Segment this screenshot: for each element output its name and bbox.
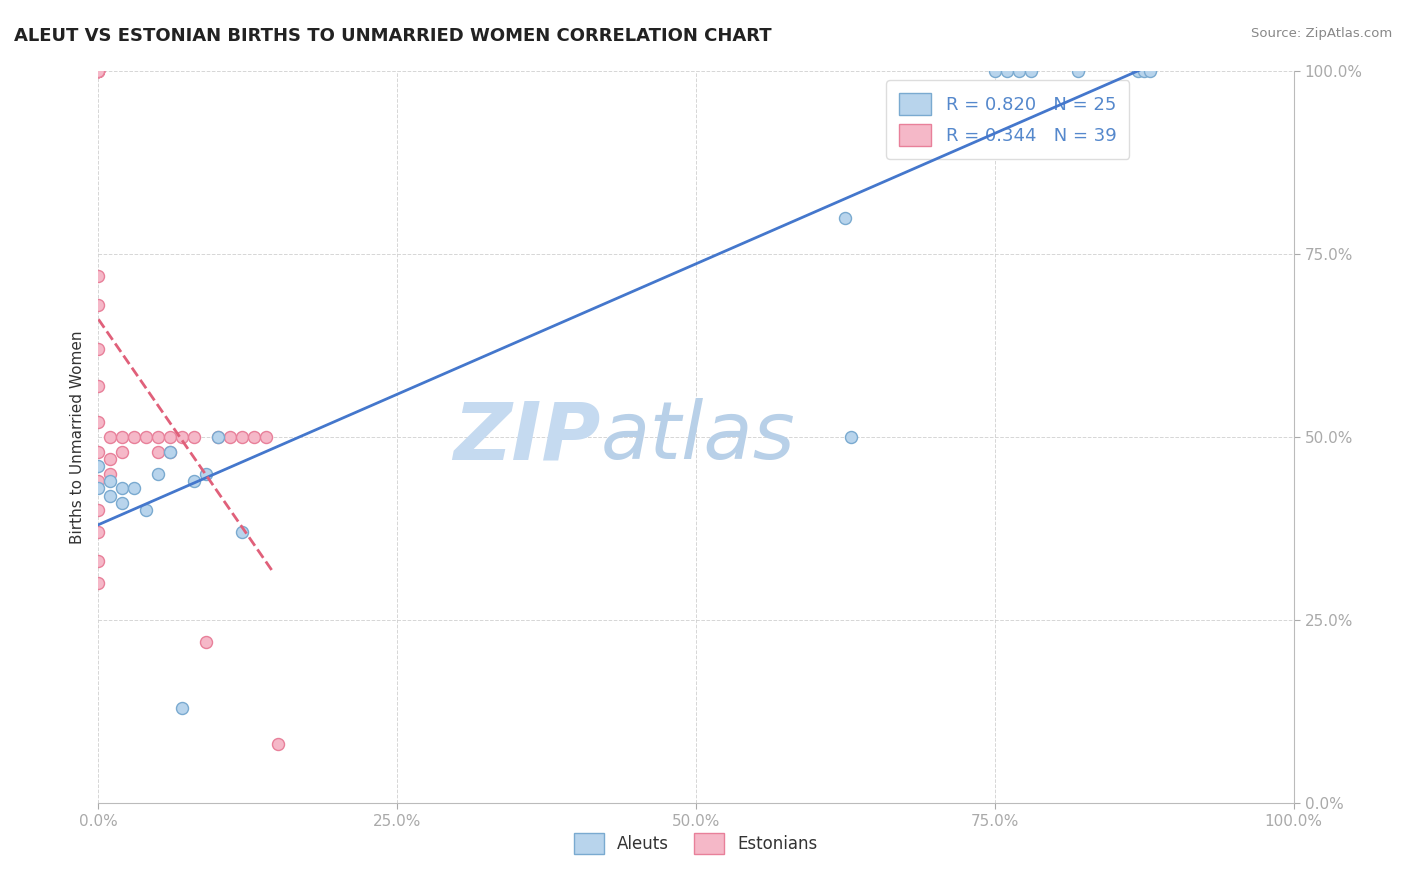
Estonians	[111, 444, 134, 458]
Aleuts	[231, 525, 253, 540]
Aleuts	[135, 503, 157, 517]
Estonians	[87, 64, 110, 78]
Estonians	[159, 430, 181, 444]
Estonians	[87, 576, 110, 591]
Aleuts	[87, 481, 110, 495]
Aleuts	[148, 467, 170, 481]
Estonians	[87, 64, 110, 78]
Estonians	[124, 430, 146, 444]
Estonians	[98, 467, 122, 481]
Text: ZIP: ZIP	[453, 398, 600, 476]
Estonians	[87, 554, 110, 568]
Aleuts	[834, 211, 856, 225]
Aleuts	[1139, 64, 1161, 78]
Aleuts	[1019, 64, 1042, 78]
Estonians	[87, 64, 110, 78]
Estonians	[243, 430, 266, 444]
Estonians	[267, 737, 290, 751]
Estonians	[148, 430, 170, 444]
Estonians	[87, 503, 110, 517]
Estonians	[87, 64, 110, 78]
Aleuts	[1133, 64, 1156, 78]
Aleuts	[841, 430, 863, 444]
Estonians	[87, 343, 110, 357]
Aleuts	[1067, 64, 1090, 78]
Aleuts	[98, 489, 122, 503]
Estonians	[87, 64, 110, 78]
Aleuts	[111, 496, 134, 510]
Aleuts	[98, 474, 122, 488]
Estonians	[231, 430, 253, 444]
Estonians	[207, 430, 229, 444]
Estonians	[87, 64, 110, 78]
Estonians	[87, 298, 110, 312]
Estonians	[87, 444, 110, 458]
Estonians	[135, 430, 157, 444]
Estonians	[98, 452, 122, 467]
Estonians	[87, 64, 110, 78]
Aleuts	[124, 481, 146, 495]
Estonians	[87, 64, 110, 78]
Aleuts	[195, 467, 218, 481]
Estonians	[159, 444, 181, 458]
Aleuts	[1008, 64, 1031, 78]
Estonians	[87, 269, 110, 284]
Legend: Aleuts, Estonians: Aleuts, Estonians	[568, 827, 824, 860]
Aleuts	[207, 430, 229, 444]
Aleuts	[172, 700, 194, 714]
Aleuts	[995, 64, 1018, 78]
Text: atlas: atlas	[600, 398, 796, 476]
Text: Source: ZipAtlas.com: Source: ZipAtlas.com	[1251, 27, 1392, 40]
Estonians	[254, 430, 277, 444]
Estonians	[87, 525, 110, 540]
Estonians	[87, 416, 110, 430]
Aleuts	[984, 64, 1007, 78]
Estonians	[87, 474, 110, 488]
Estonians	[87, 379, 110, 393]
Estonians	[148, 444, 170, 458]
Y-axis label: Births to Unmarried Women: Births to Unmarried Women	[69, 330, 84, 544]
Aleuts	[87, 459, 110, 474]
Aleuts	[159, 444, 181, 458]
Aleuts	[183, 474, 205, 488]
Estonians	[195, 635, 218, 649]
Estonians	[98, 430, 122, 444]
Aleuts	[111, 481, 134, 495]
Text: ALEUT VS ESTONIAN BIRTHS TO UNMARRIED WOMEN CORRELATION CHART: ALEUT VS ESTONIAN BIRTHS TO UNMARRIED WO…	[14, 27, 772, 45]
Estonians	[172, 430, 194, 444]
Aleuts	[1128, 64, 1150, 78]
Estonians	[183, 430, 205, 444]
Estonians	[219, 430, 242, 444]
Estonians	[111, 430, 134, 444]
